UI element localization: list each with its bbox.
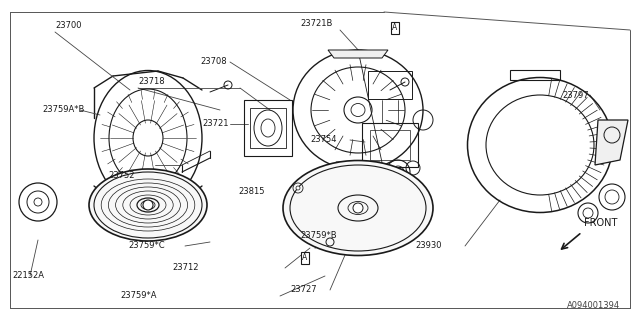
Text: A094001394: A094001394 — [567, 301, 620, 310]
Text: 23700: 23700 — [55, 20, 81, 29]
Text: FRONT: FRONT — [584, 218, 618, 228]
Text: A: A — [302, 253, 308, 262]
Text: 23721: 23721 — [202, 119, 228, 129]
Bar — [368, 71, 412, 99]
Text: A: A — [392, 23, 397, 33]
Ellipse shape — [283, 161, 433, 255]
Text: 23712: 23712 — [172, 263, 198, 273]
Polygon shape — [595, 120, 628, 165]
Text: 22152A: 22152A — [12, 271, 44, 281]
Text: 23752: 23752 — [108, 171, 134, 180]
Circle shape — [143, 200, 153, 210]
Text: 23759A*B: 23759A*B — [42, 106, 84, 115]
Bar — [362, 123, 418, 167]
Bar — [244, 100, 292, 156]
Text: 23797: 23797 — [562, 91, 589, 100]
Text: 23815: 23815 — [238, 188, 264, 196]
Text: 23721B: 23721B — [300, 20, 332, 28]
Text: 23759*A: 23759*A — [120, 292, 157, 300]
Polygon shape — [328, 50, 388, 58]
Text: 23718: 23718 — [138, 77, 164, 86]
Text: 23759*B: 23759*B — [300, 231, 337, 241]
Bar — [370, 130, 410, 160]
Circle shape — [353, 203, 363, 213]
Circle shape — [296, 186, 300, 190]
Ellipse shape — [89, 169, 207, 241]
Text: 23708: 23708 — [200, 58, 227, 67]
Bar — [250, 108, 286, 148]
Text: 23727: 23727 — [290, 285, 317, 294]
Text: 23759*C: 23759*C — [128, 242, 164, 251]
Text: 23754: 23754 — [310, 135, 337, 145]
Text: 23930: 23930 — [415, 242, 442, 251]
